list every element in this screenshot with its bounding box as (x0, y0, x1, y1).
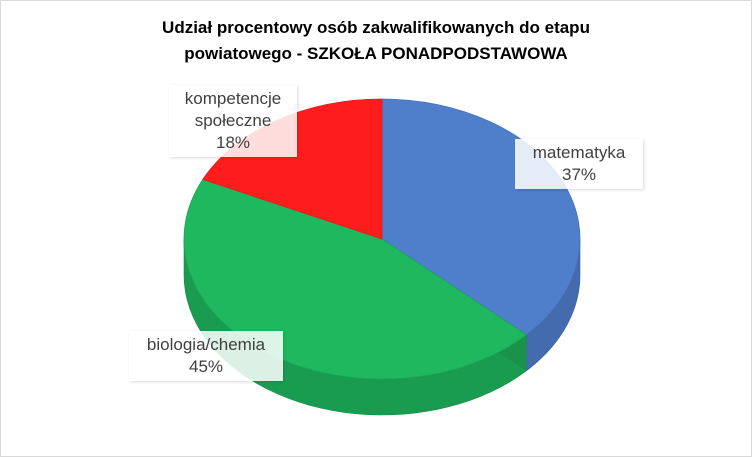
label-value: 18% (215, 133, 251, 152)
chart-title: Udział procentowy osób zakwalifikowanych… (162, 18, 590, 63)
label-category: kompetencje społeczne (184, 89, 282, 130)
data-label: matematyka 37% (515, 139, 643, 189)
label-value: 37% (561, 165, 597, 184)
label-category: matematyka (532, 143, 626, 162)
label-value: 45% (188, 357, 224, 376)
label-category: biologia/chemia (146, 335, 266, 354)
data-label: kompetencje społeczne 18% (169, 85, 297, 157)
data-label: biologia/chemia 45% (129, 331, 283, 381)
